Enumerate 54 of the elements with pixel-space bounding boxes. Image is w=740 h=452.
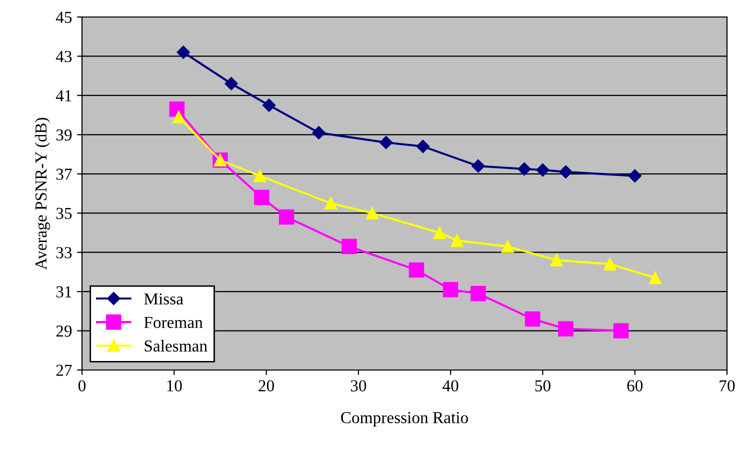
y-tick-label: 35: [56, 208, 72, 220]
x-tick-label: 30: [350, 380, 366, 392]
point: [550, 254, 563, 266]
point: [262, 98, 276, 112]
point: [524, 311, 540, 327]
point: [254, 190, 270, 206]
y-tick-label: 39: [56, 129, 72, 141]
point: [648, 272, 662, 284]
x-tick-label: 20: [258, 380, 274, 392]
point: [278, 209, 294, 225]
point: [613, 323, 629, 338]
point: [224, 77, 238, 90]
y-axis-title: Average PSNR-Y (dB): [34, 118, 50, 270]
point: [172, 110, 185, 124]
point: [169, 102, 185, 117]
y-tick-label: 45: [56, 12, 72, 23]
x-tick-label: 0: [78, 380, 86, 392]
point: [416, 140, 430, 154]
point: [324, 197, 338, 210]
x-tick-label: 60: [627, 380, 643, 392]
point: [312, 126, 326, 140]
y-tick-label: 33: [56, 247, 72, 258]
point: [628, 169, 642, 182]
point: [442, 282, 458, 298]
y-tick-label: 31: [56, 286, 72, 298]
point: [501, 240, 514, 253]
point: [408, 262, 424, 278]
y-tick-label: 43: [56, 50, 72, 62]
x-tick-label: 70: [720, 380, 735, 392]
point: [558, 321, 574, 336]
x-axis-title: Compression Ratio: [341, 412, 468, 427]
x-tick-label: 50: [535, 380, 550, 392]
point: [433, 226, 446, 239]
x-tick-label: 40: [442, 380, 458, 392]
x-tick-label: 10: [167, 380, 182, 392]
legend-label: Salesman: [144, 340, 208, 352]
point: [604, 258, 616, 270]
y-tick-label: 29: [56, 326, 72, 337]
point: [470, 286, 486, 302]
point: [366, 206, 378, 220]
y-tick-label: 41: [56, 90, 72, 102]
legend-label: Foreman: [144, 316, 203, 328]
y-tick-label: 37: [56, 168, 72, 180]
point: [536, 163, 550, 177]
point: [559, 165, 572, 179]
point: [472, 159, 485, 173]
point: [254, 170, 266, 182]
y-tick-label: 27: [56, 364, 72, 376]
point: [518, 162, 531, 176]
point: [176, 46, 190, 59]
legend-label: Missa: [144, 293, 184, 305]
point: [450, 234, 464, 247]
point: [379, 136, 393, 150]
point: [342, 238, 357, 254]
